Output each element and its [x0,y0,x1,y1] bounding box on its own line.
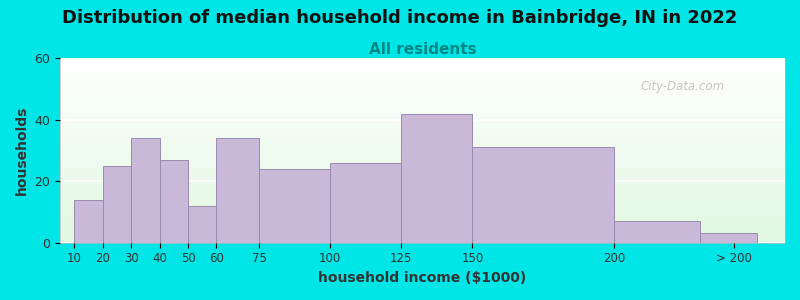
Bar [217,138,259,243]
Text: Distribution of median household income in Bainbridge, IN in 2022: Distribution of median household income … [62,9,738,27]
Bar [330,163,402,243]
Bar [188,206,217,243]
Bar [131,138,160,243]
Bar [402,113,472,243]
Bar [700,233,757,243]
Bar [259,169,330,243]
Bar [614,221,700,243]
Bar [160,160,188,243]
Title: All residents: All residents [369,42,476,57]
Bar [102,166,131,243]
Text: City-Data.com: City-Data.com [640,80,724,93]
Bar [74,200,102,243]
X-axis label: household income ($1000): household income ($1000) [318,271,526,285]
Y-axis label: households: households [15,106,29,195]
Bar [472,147,614,243]
